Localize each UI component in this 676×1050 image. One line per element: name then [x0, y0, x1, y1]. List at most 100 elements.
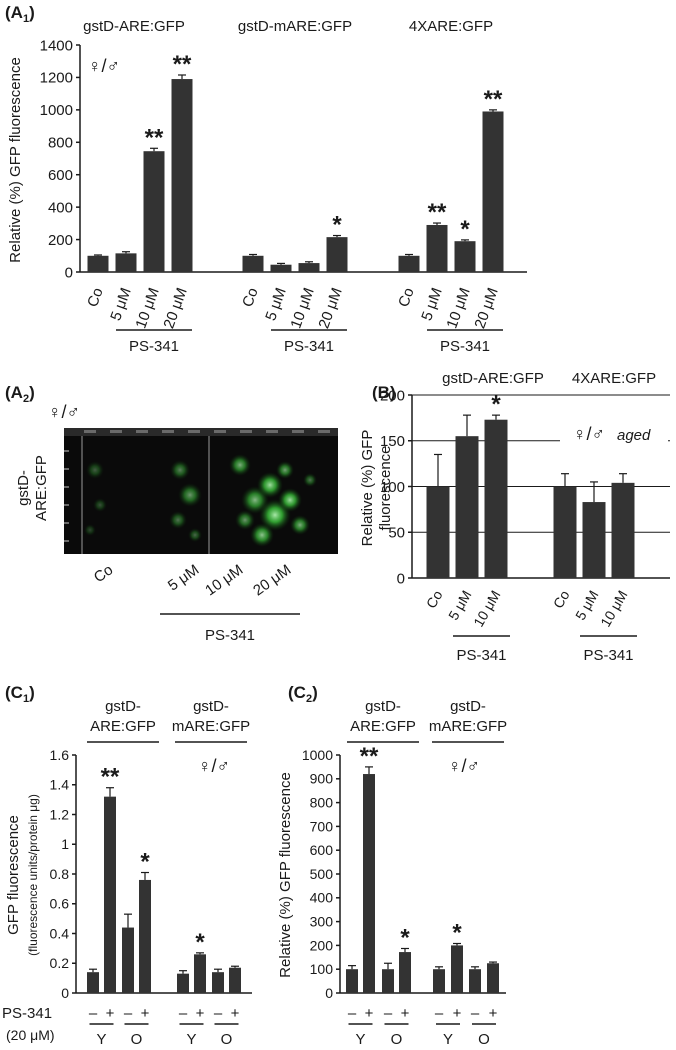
b-y-axis-tick-label: 150 — [380, 433, 405, 450]
micrograph-side-mark — [64, 540, 69, 542]
micrograph-side-mark — [64, 468, 69, 470]
c1-treatment-sign: – — [89, 1005, 98, 1022]
micrograph-scale-mark — [292, 430, 304, 433]
b-bar — [582, 502, 606, 578]
panel-label-a1: (A1) — [5, 3, 35, 25]
a1-y-axis-tick-label: 0 — [65, 264, 73, 281]
b-annotation-bg — [560, 422, 668, 444]
c2-group-title-line1: gstD- — [365, 698, 401, 715]
a1-bar — [270, 264, 292, 272]
panel-label-b: (B) — [372, 383, 396, 402]
c1-bar — [212, 972, 224, 993]
a1-bar — [454, 241, 476, 272]
c1-treatment-sign: – — [179, 1005, 188, 1022]
c2-y-axis-tick-label: 800 — [310, 795, 334, 811]
a1-bar — [143, 151, 165, 272]
c2-y-axis-tick-label: 100 — [310, 961, 334, 977]
fluorescence-spot — [276, 461, 294, 479]
a2-sex-symbol: ♀/♂ — [48, 402, 80, 422]
a1-y-axis-tick-label: 1200 — [40, 70, 73, 87]
c2-age-label: O — [478, 1031, 490, 1048]
fluorescence-spot — [188, 528, 202, 542]
c1-treatment-sign: + — [231, 1005, 240, 1022]
c2-y-axis-tick-label: 900 — [310, 771, 334, 787]
c1-age-label: O — [131, 1031, 143, 1048]
c1-y-label-line1: GFP fluorescence — [5, 815, 22, 935]
b-bar — [426, 486, 450, 578]
c1-y-axis-tick-label: 1.6 — [50, 747, 70, 763]
c1-bar — [229, 967, 241, 993]
c1-group-title-line2: mARE:GFP — [172, 718, 250, 735]
panel-label-c2: (C2) — [288, 683, 318, 705]
a1-sex-symbol: ♀/♂ — [88, 56, 120, 76]
c1-y-axis-tick-label: 1 — [61, 836, 69, 852]
a1-x-tick-label: 5 μM — [262, 286, 289, 323]
c1-y-axis-tick-label: 1.4 — [50, 777, 70, 793]
c2-sex-symbol: ♀/♂ — [448, 756, 480, 776]
a1-x-tick-label: 5 μM — [418, 286, 445, 323]
c2-treatment-sign: – — [471, 1005, 480, 1022]
c1-y-axis-tick-label: 0.2 — [50, 955, 70, 971]
a1-x-tick-label: Co — [239, 286, 262, 310]
micrograph-scale-mark — [214, 430, 226, 433]
b-y-axis-tick-label: 0 — [397, 570, 405, 587]
a1-x-tick-label: Co — [84, 286, 107, 310]
fluorescence-spot — [229, 454, 251, 476]
a1-significance: ** — [145, 124, 164, 151]
c1-bar — [87, 972, 99, 993]
c2-bar — [433, 969, 445, 993]
c2-age-label: Y — [443, 1031, 453, 1048]
micrograph-side-mark — [64, 522, 69, 524]
c2-treatment-sign: + — [453, 1005, 462, 1022]
a1-significance: * — [460, 216, 470, 243]
c1-row-label-dose: (20 μM) — [6, 1027, 55, 1043]
micrograph-side-mark — [64, 486, 69, 488]
panel-label-a2: (A2) — [5, 383, 35, 405]
c2-y-axis-tick-label: 200 — [310, 937, 334, 953]
a1-group-title: 4XARE:GFP — [409, 18, 493, 35]
b-y-label-line2: fluorescence — [377, 445, 394, 530]
fluorescence-spot — [250, 523, 274, 547]
c2-bar — [487, 963, 499, 993]
c1-treatment-sign: + — [141, 1005, 150, 1022]
c1-row-label-treatment: PS-341 — [2, 1005, 52, 1022]
a1-y-axis-tick-label: 600 — [48, 167, 73, 184]
c1-y-axis-tick-label: 0.8 — [50, 866, 70, 882]
b-group-title: gstD-ARE:GFP — [442, 370, 544, 387]
b-x-tick-label: 10 μM — [470, 588, 503, 630]
fluorescence-spot — [178, 483, 202, 507]
a1-y-label: Relative (%) GFP fluorescence — [7, 57, 24, 263]
b-bracket-label: PS-341 — [583, 647, 633, 664]
a1-significance: ** — [428, 199, 447, 226]
a1-bar — [171, 79, 193, 272]
c2-age-label: O — [391, 1031, 403, 1048]
c2-bar — [399, 952, 411, 993]
c1-bar — [139, 879, 151, 993]
fluorescence-spot — [93, 498, 107, 512]
c2-age-label: Y — [355, 1031, 365, 1048]
c1-bar — [122, 927, 134, 993]
micrograph-side-mark — [64, 504, 69, 506]
a1-bracket-label: PS-341 — [284, 338, 334, 355]
c2-treatment-sign: – — [435, 1005, 444, 1022]
c1-sex-symbol: ♀/♂ — [198, 756, 230, 776]
fluorescence-spot — [257, 472, 283, 498]
c2-y-axis-tick-label: 300 — [310, 914, 334, 930]
micrograph-scale-mark — [162, 430, 174, 433]
fluorescence-spot — [278, 488, 302, 512]
c2-treatment-sign: – — [348, 1005, 357, 1022]
a2-x-tick-label: 5 μM — [165, 561, 202, 594]
b-bar — [484, 419, 508, 578]
c1-group-title-line1: gstD- — [105, 698, 141, 715]
micrograph-scale-bar — [64, 428, 338, 436]
c1-treatment-sign: + — [106, 1005, 115, 1022]
b-bracket-label: PS-341 — [456, 647, 506, 664]
a1-bar — [326, 237, 348, 272]
c2-treatment-sign: – — [384, 1005, 393, 1022]
a1-y-axis-tick-label: 1000 — [40, 102, 73, 119]
a1-significance: ** — [484, 86, 503, 113]
c1-significance: ** — [101, 764, 120, 791]
panel-label-c1: (C1) — [5, 683, 35, 705]
c1-treatment-sign: – — [124, 1005, 133, 1022]
a2-bracket-label: PS-341 — [205, 627, 255, 644]
